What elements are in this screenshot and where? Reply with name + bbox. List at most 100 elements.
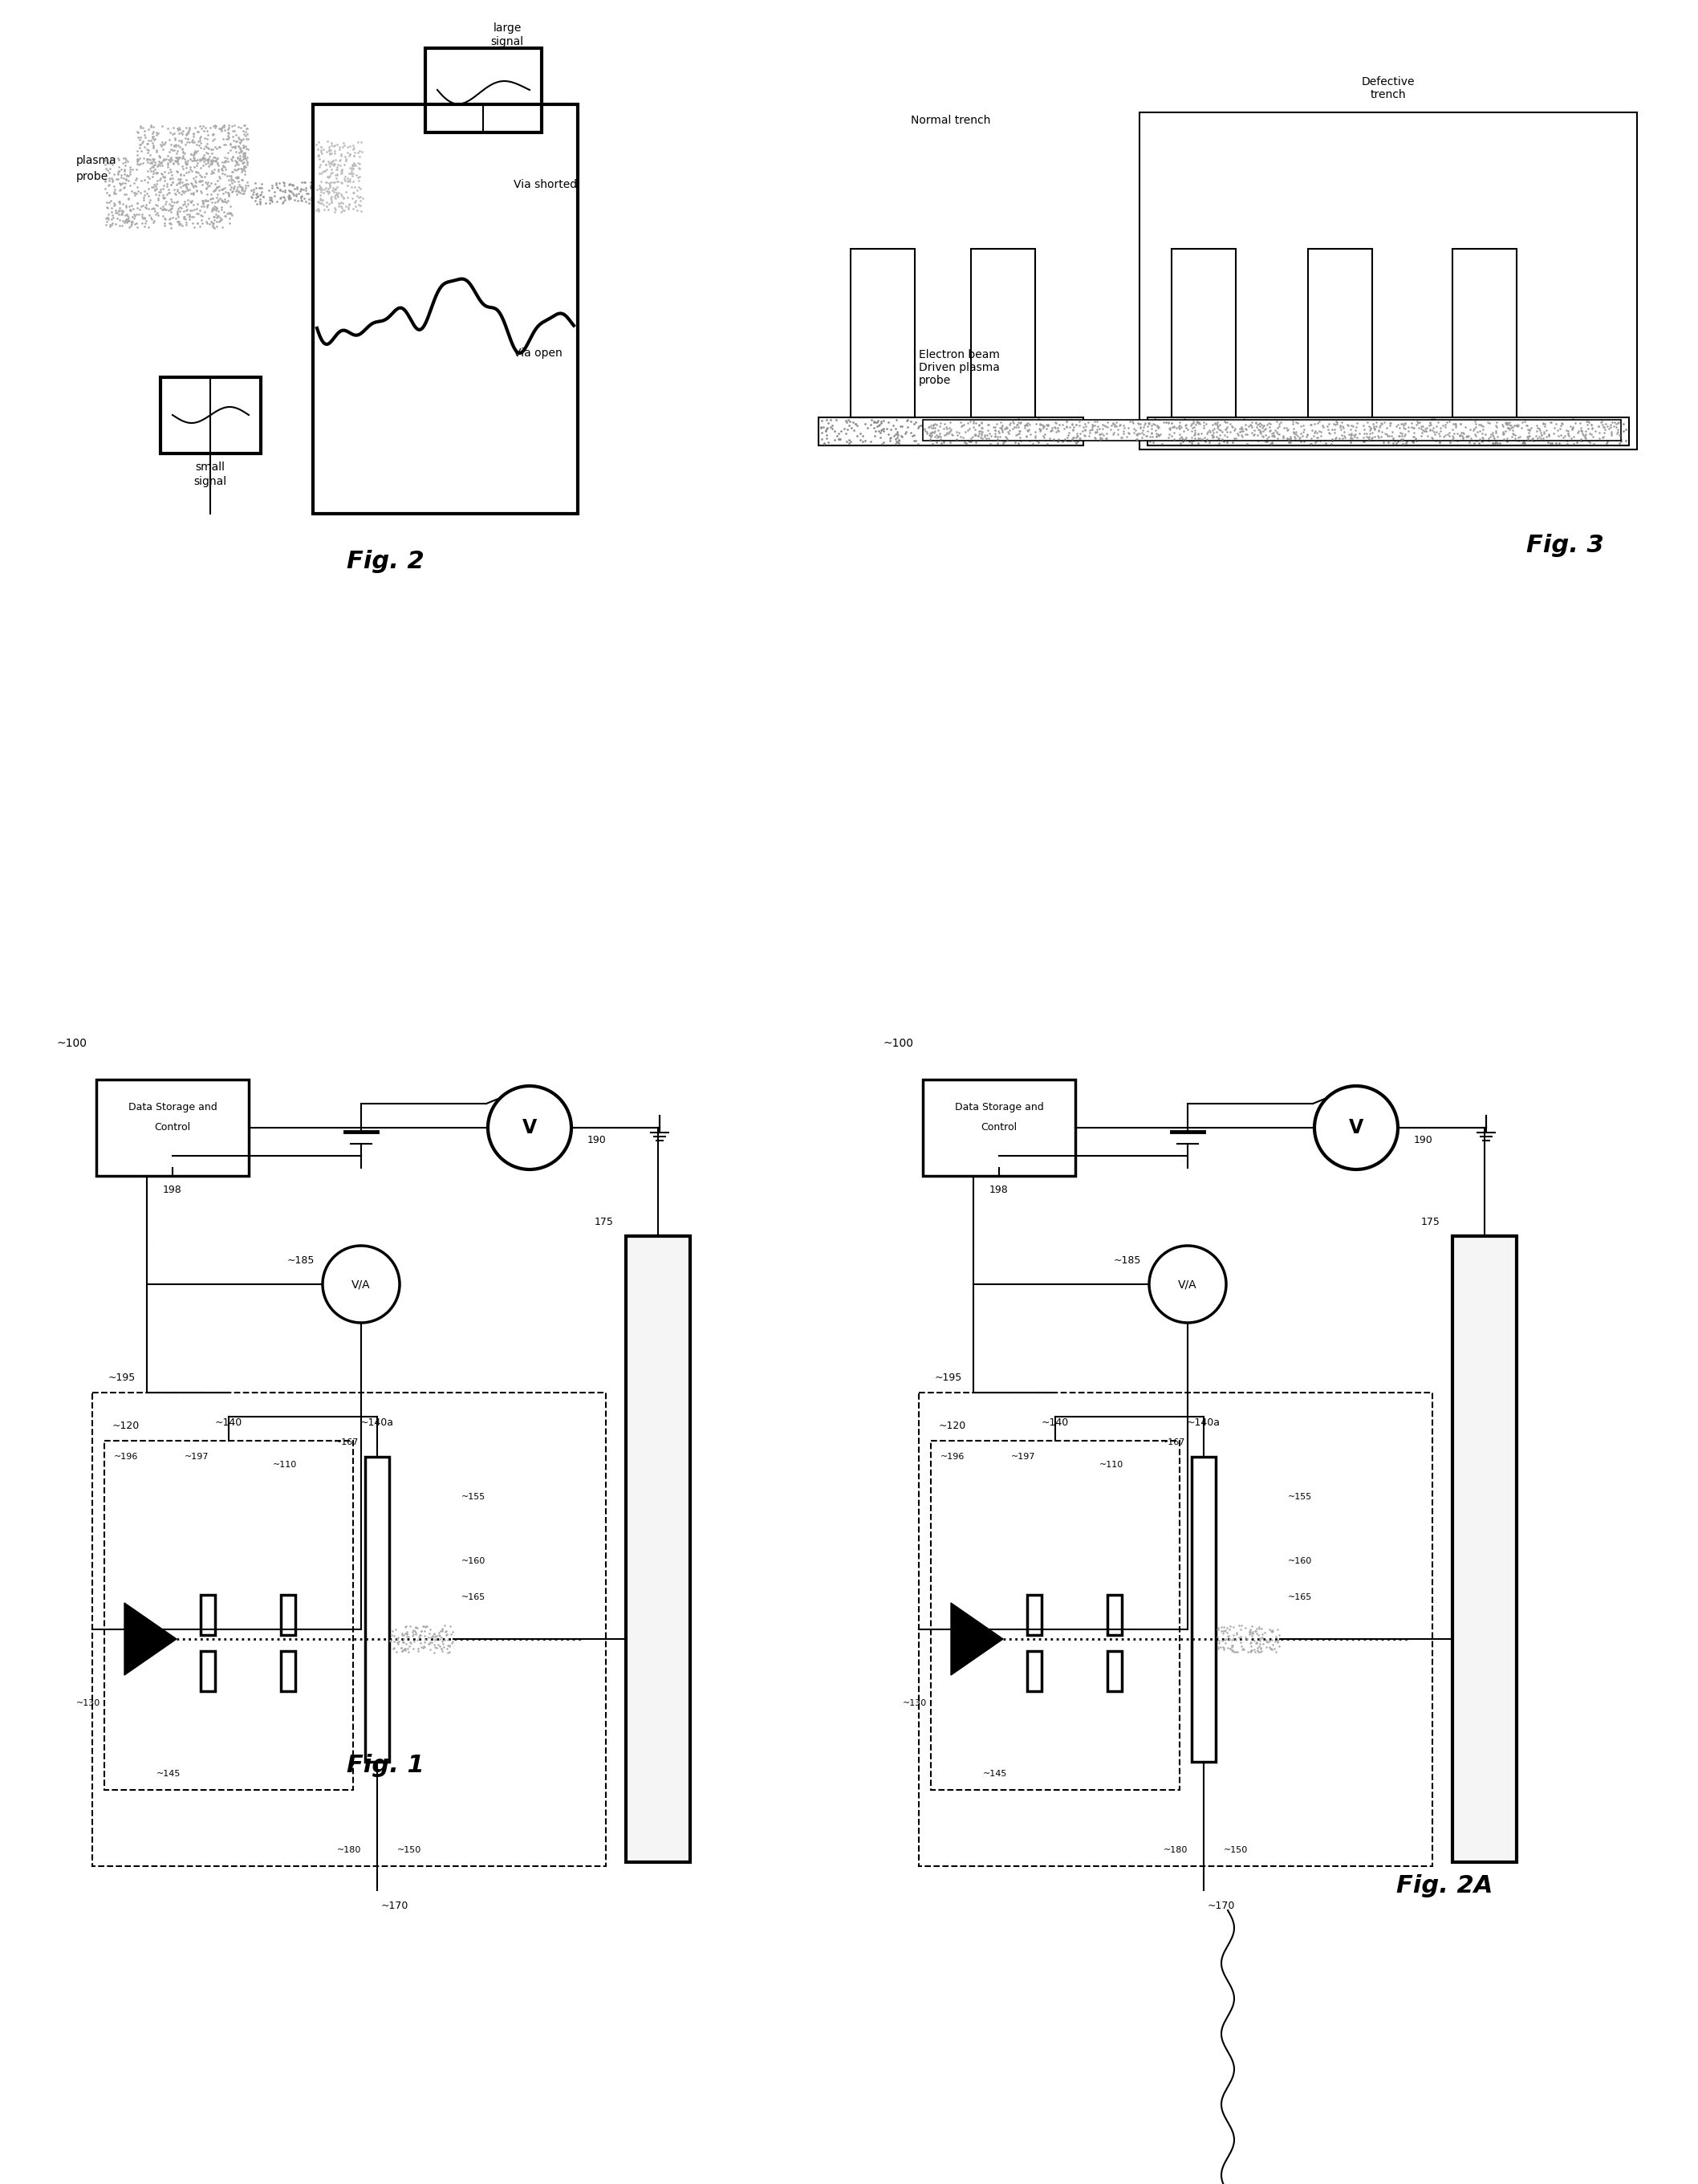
Bar xyxy=(919,1393,1433,1865)
Text: 190: 190 xyxy=(1414,1133,1433,1144)
Text: ~120: ~120 xyxy=(939,1422,966,1431)
Bar xyxy=(1027,1594,1041,1636)
Text: ~170: ~170 xyxy=(1207,1900,1234,1911)
Text: ~167: ~167 xyxy=(335,1439,358,1446)
Circle shape xyxy=(1314,1085,1397,1168)
Bar xyxy=(1192,1457,1216,1762)
Circle shape xyxy=(323,1245,399,1324)
Text: Defective
trench: Defective trench xyxy=(1362,76,1414,100)
Text: Via shorted: Via shorted xyxy=(513,179,577,190)
Text: ~150: ~150 xyxy=(397,1845,421,1854)
Bar xyxy=(161,378,261,454)
Text: V: V xyxy=(1348,1118,1363,1138)
Text: ~110: ~110 xyxy=(1099,1461,1124,1470)
Bar xyxy=(1452,1236,1516,1863)
Bar xyxy=(931,1441,1180,1791)
Text: 198: 198 xyxy=(990,1186,1009,1195)
Text: Control: Control xyxy=(155,1123,190,1133)
Text: Via open: Via open xyxy=(513,347,562,358)
Text: ~130: ~130 xyxy=(903,1699,927,1708)
Bar xyxy=(922,1079,1075,1175)
Text: ~140: ~140 xyxy=(1041,1417,1070,1428)
Text: ~140: ~140 xyxy=(216,1417,243,1428)
Text: ~165: ~165 xyxy=(1289,1594,1313,1601)
Text: signal: signal xyxy=(491,37,523,48)
Bar xyxy=(104,1441,353,1791)
Text: ~130: ~130 xyxy=(76,1699,100,1708)
Text: ~100: ~100 xyxy=(56,1037,87,1048)
Polygon shape xyxy=(951,1603,1004,1675)
Text: ~185: ~185 xyxy=(287,1256,314,1265)
Bar xyxy=(627,1236,689,1863)
Text: Fig. 2A: Fig. 2A xyxy=(1396,1874,1493,1898)
Text: ~195: ~195 xyxy=(109,1374,136,1382)
Text: Fig. 3: Fig. 3 xyxy=(1527,535,1603,557)
Bar xyxy=(200,1651,216,1690)
Text: ~160: ~160 xyxy=(1289,1557,1313,1566)
Bar xyxy=(280,1651,295,1690)
Bar xyxy=(312,105,577,513)
Text: ~196: ~196 xyxy=(114,1452,138,1461)
Text: ~150: ~150 xyxy=(1224,1845,1248,1854)
Text: ~120: ~120 xyxy=(112,1422,139,1431)
Bar xyxy=(1452,249,1516,417)
Bar xyxy=(365,1457,389,1762)
Bar xyxy=(97,1079,250,1175)
Text: 175: 175 xyxy=(1421,1216,1440,1227)
Bar xyxy=(1139,111,1637,450)
Bar xyxy=(1148,417,1628,446)
Text: 190: 190 xyxy=(588,1133,606,1144)
Bar xyxy=(1107,1594,1122,1636)
Text: ~180: ~180 xyxy=(1163,1845,1187,1854)
Text: probe: probe xyxy=(76,170,109,181)
Text: ~140a: ~140a xyxy=(360,1417,394,1428)
Text: ~145: ~145 xyxy=(983,1769,1007,1778)
Text: ~145: ~145 xyxy=(156,1769,182,1778)
Text: Electron beam
Driven plasma
probe: Electron beam Driven plasma probe xyxy=(919,349,1000,387)
Text: large: large xyxy=(492,22,521,33)
Text: Data Storage and: Data Storage and xyxy=(954,1103,1044,1114)
Text: ~140a: ~140a xyxy=(1187,1417,1221,1428)
Text: ~197: ~197 xyxy=(185,1452,209,1461)
Text: small: small xyxy=(195,461,226,472)
Circle shape xyxy=(1150,1245,1226,1324)
Bar xyxy=(1307,249,1372,417)
Bar xyxy=(818,417,1083,446)
Text: ~155: ~155 xyxy=(1289,1494,1313,1500)
Text: ~165: ~165 xyxy=(462,1594,486,1601)
Text: ~167: ~167 xyxy=(1161,1439,1185,1446)
Text: Fig. 1: Fig. 1 xyxy=(346,1754,424,1778)
Text: ~155: ~155 xyxy=(462,1494,486,1500)
Bar xyxy=(851,249,915,417)
Text: Data Storage and: Data Storage and xyxy=(127,1103,217,1114)
Text: ~197: ~197 xyxy=(1010,1452,1036,1461)
Text: V: V xyxy=(523,1118,537,1138)
Polygon shape xyxy=(124,1603,177,1675)
Bar xyxy=(922,419,1622,441)
Text: signal: signal xyxy=(194,476,228,487)
Text: ~160: ~160 xyxy=(462,1557,486,1566)
Text: V/A: V/A xyxy=(1178,1278,1197,1291)
Text: V/A: V/A xyxy=(351,1278,370,1291)
Text: Control: Control xyxy=(981,1123,1017,1133)
Text: ~110: ~110 xyxy=(273,1461,297,1470)
Text: Normal trench: Normal trench xyxy=(912,116,992,127)
Bar xyxy=(1107,1651,1122,1690)
Text: Fig. 2: Fig. 2 xyxy=(346,550,424,574)
Bar xyxy=(280,1594,295,1636)
Text: ~196: ~196 xyxy=(941,1452,964,1461)
Bar xyxy=(1172,249,1236,417)
Text: 175: 175 xyxy=(594,1216,615,1227)
Bar xyxy=(971,249,1036,417)
Text: 198: 198 xyxy=(163,1186,182,1195)
Text: plasma: plasma xyxy=(76,155,117,166)
Text: ~100: ~100 xyxy=(883,1037,914,1048)
Circle shape xyxy=(487,1085,571,1168)
Bar xyxy=(424,48,542,133)
Bar xyxy=(200,1594,216,1636)
Bar xyxy=(92,1393,606,1865)
Text: ~170: ~170 xyxy=(380,1900,409,1911)
Text: ~195: ~195 xyxy=(936,1374,963,1382)
Bar xyxy=(1027,1651,1041,1690)
Text: ~185: ~185 xyxy=(1114,1256,1141,1265)
